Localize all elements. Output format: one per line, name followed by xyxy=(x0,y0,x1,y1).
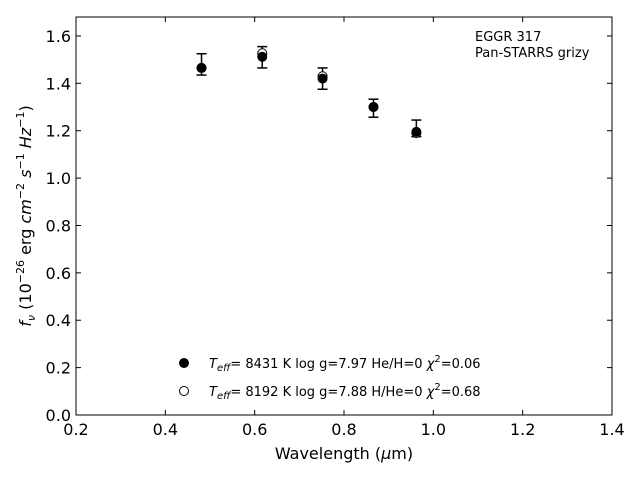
x-tick-label: 1.0 xyxy=(421,420,446,439)
x-tick-labels: 0.2 0.4 0.6 0.8 1.0 1.2 1.4 xyxy=(63,420,624,439)
x-tick-label: 0.6 xyxy=(242,420,267,439)
plot-frame xyxy=(75,16,613,416)
legend-label-1: Teff= 8431 K log g=7.97 He/H=0 χ2=0.06 xyxy=(209,354,481,374)
y-tick-label: 0.8 xyxy=(46,216,71,235)
data-markers xyxy=(196,48,422,139)
error-bars xyxy=(196,45,422,138)
y-tick-label: 1.4 xyxy=(46,74,71,93)
model-point-filled xyxy=(317,73,328,84)
annotation-survey: Pan-STARRS grizy xyxy=(475,46,590,61)
x-tick-label: 0.2 xyxy=(63,420,88,439)
axis-ticks xyxy=(75,17,613,416)
y-tick-label: 1.0 xyxy=(46,169,71,188)
y-axis-label: fν (10−26 erg cm−2 s−1 Hz−1) xyxy=(14,105,38,326)
y-tick-label: 1.2 xyxy=(46,122,71,141)
y-tick-label: 1.6 xyxy=(46,27,71,46)
x-tick-label: 1.2 xyxy=(510,420,535,439)
x-tick-label: 1.4 xyxy=(599,420,624,439)
model-point-filled xyxy=(411,126,422,137)
legend-marker-open xyxy=(179,386,189,396)
y-tick-label: 0.2 xyxy=(46,359,71,378)
x-tick-label: 0.8 xyxy=(331,420,356,439)
y-tick-label: 0.4 xyxy=(46,311,71,330)
y-tick-labels: 0.0 0.2 0.4 0.6 0.8 1.0 1.2 1.4 1.6 xyxy=(46,27,71,425)
model-point-filled xyxy=(257,51,268,62)
legend-marker-filled xyxy=(179,358,189,368)
model-point-filled xyxy=(196,62,207,73)
x-tick-label: 0.4 xyxy=(153,420,178,439)
model-point-filled xyxy=(368,102,379,113)
legend-label-2: Teff= 8192 K log g=7.88 H/He=0 χ2=0.68 xyxy=(209,382,481,402)
annotation-object-name: EGGR 317 xyxy=(475,30,541,45)
y-tick-label: 0.6 xyxy=(46,264,71,283)
y-tick-label: 0.0 xyxy=(46,406,71,425)
x-axis-label: Wavelength (μm) xyxy=(275,444,413,463)
legend: Teff= 8431 K log g=7.97 He/H=0 χ2=0.06 T… xyxy=(179,354,481,402)
